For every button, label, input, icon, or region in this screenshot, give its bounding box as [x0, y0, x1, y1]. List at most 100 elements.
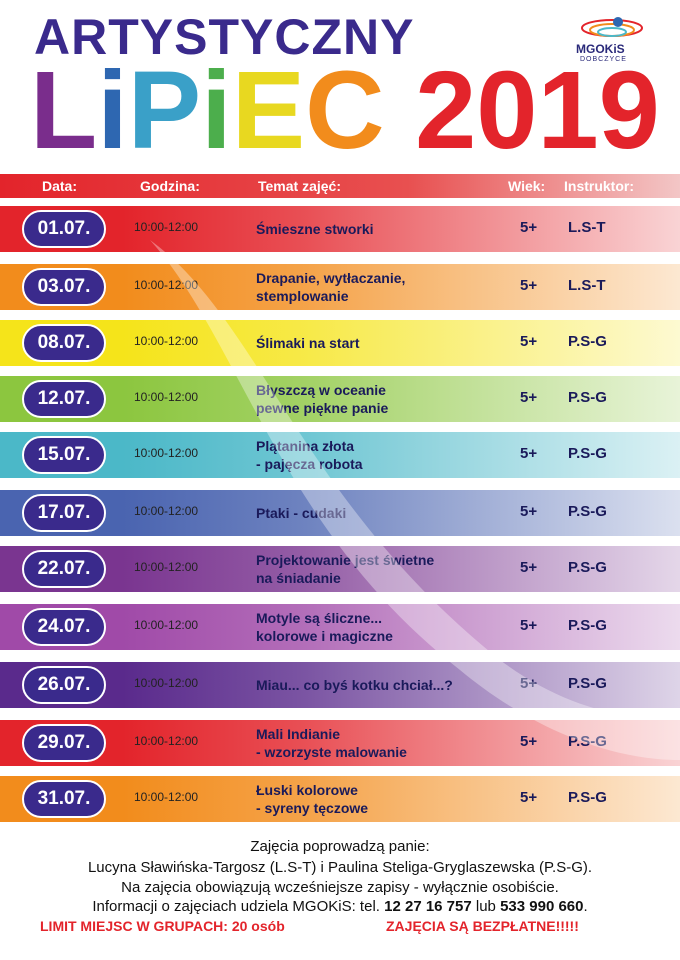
row-topic: Ptaki - cudaki	[256, 490, 346, 536]
footer-line4: Informacji o zajęciach udziela MGOKiS: t…	[0, 898, 680, 915]
logo-name: MGOKiS	[576, 42, 625, 56]
row-time: 10:00-12:00	[134, 278, 199, 292]
row-color-band	[0, 604, 680, 650]
header-instructor: Instruktor:	[564, 178, 634, 194]
row-topic-line: na śniadanie	[256, 570, 341, 586]
phone-number-2: 533 990 660	[500, 898, 584, 915]
row-time: 10:00-12:00	[134, 734, 199, 748]
logo-subtitle: DOBCZYCE	[580, 56, 627, 63]
row-topic-line: stemplowanie	[256, 288, 349, 304]
row-date: 29.07.	[22, 724, 106, 762]
row-date: 22.07.	[22, 550, 106, 588]
row-topic: Plątanina złota - pajęcza robota	[256, 432, 363, 478]
footer-line1: Zajęcia poprowadzą panie:	[250, 838, 430, 855]
row-topic-line: Ptaki - cudaki	[256, 505, 347, 521]
row-instructor: P.S-G	[568, 789, 607, 806]
row-date: 26.07.	[22, 666, 106, 704]
row-topic-line: Mali Indianie	[256, 726, 341, 742]
row-topic-line: - wzorzyste malowanie	[256, 744, 407, 760]
title-line2: LiPiEC 2019	[30, 56, 660, 166]
row-age: 5+	[520, 789, 538, 806]
row-date: 03.07.	[22, 268, 106, 306]
row-topic: Miau... co byś kotku chciał...?	[256, 662, 453, 708]
row-age: 5+	[520, 445, 538, 462]
row-time: 10:00-12:00	[134, 676, 199, 690]
row-topic-line: Projektowanie jest świetne	[256, 552, 435, 568]
free-classes-notice: ZAJĘCIA SĄ BEZPŁATNE!!!!!	[386, 918, 579, 934]
row-topic-line: - pajęcza robota	[256, 456, 363, 472]
row-instructor: P.S-G	[568, 675, 607, 692]
row-date: 24.07.	[22, 608, 106, 646]
header-time: Godzina:	[140, 178, 200, 194]
mgokis-logo-icon	[581, 17, 643, 37]
row-instructor: L.S-T	[568, 277, 606, 294]
row-instructor: P.S-G	[568, 333, 607, 350]
table-row: 29.07. 10:00-12:00 Mali Indianie - wzorzyst…	[0, 720, 680, 766]
row-color-band	[0, 720, 680, 766]
row-time: 10:00-12:00	[134, 560, 199, 574]
row-topic-line: - syreny tęczowe	[256, 800, 369, 816]
row-instructor: L.S-T	[568, 219, 606, 236]
row-instructor: P.S-G	[568, 389, 607, 406]
row-topic-line: Łuski kolorowe	[256, 782, 358, 798]
title-letter: i	[97, 49, 128, 172]
row-color-band	[0, 490, 680, 536]
row-topic: Ślimaki na start	[256, 320, 360, 366]
table-row: 31.07. 10:00-12:00 Łuski kolorowe - syreny …	[0, 776, 680, 822]
header-date: Data:	[42, 178, 78, 194]
row-date: 12.07.	[22, 380, 106, 418]
row-age: 5+	[520, 733, 538, 750]
row-age: 5+	[520, 333, 538, 350]
title-colored-letters: LiPiEC	[30, 56, 385, 166]
table-row: 15.07. 10:00-12:00 Plątanina złota - pajęcz…	[0, 432, 680, 478]
table-header-bar	[0, 174, 680, 198]
row-age: 5+	[520, 559, 538, 576]
row-instructor: P.S-G	[568, 733, 607, 750]
title-line1: ARTYSTYCZNY	[34, 9, 415, 65]
row-topic: Mali Indianie - wzorzyste malowanie	[256, 720, 407, 766]
footer-info-prefix: Informacji o zajęciach udziela MGOKiS: t…	[92, 898, 385, 915]
row-topic: Śmieszne stworki	[256, 206, 374, 252]
footer-info-suffix: .	[583, 898, 588, 915]
table-row: 08.07. 10:00-12:00 Ślimaki na start 5+ P.S-G	[0, 320, 680, 366]
row-topic-line: Ślimaki na start	[256, 335, 360, 351]
row-topic-line: Motyle są śliczne...	[256, 610, 383, 626]
row-instructor: P.S-G	[568, 559, 607, 576]
row-age: 5+	[520, 277, 538, 294]
table-row: 12.07. 10:00-12:00 Błyszczą w oceanie pewne…	[0, 376, 680, 422]
table-row: 22.07. 10:00-12:00 Projektowanie jest świe…	[0, 546, 680, 592]
table-row: 24.07. 10:00-12:00 Motyle są śliczne... kol…	[0, 604, 680, 650]
row-topic: Łuski kolorowe - syreny tęczowe	[256, 776, 368, 822]
table-row: 01.07. 10:00-12:00 Śmieszne stworki 5+ L.S-T	[0, 206, 680, 252]
row-instructor: P.S-G	[568, 617, 607, 634]
row-color-band	[0, 662, 680, 708]
row-time: 10:00-12:00	[134, 504, 199, 518]
row-date: 17.07.	[22, 494, 106, 532]
row-instructor: P.S-G	[568, 445, 607, 462]
row-color-band	[0, 432, 680, 478]
row-topic-line: kolorowe i magiczne	[256, 628, 393, 644]
row-color-band	[0, 776, 680, 822]
group-limit-notice: LIMIT MIEJSC W GRUPACH: 20 osób	[40, 918, 285, 934]
row-color-band	[0, 546, 680, 592]
row-topic-line: pewne piękne panie	[256, 400, 389, 416]
title-letter: C	[305, 49, 385, 172]
title-year: 2019	[415, 49, 660, 172]
footer-info-mid: lub	[471, 898, 501, 915]
row-time: 10:00-12:00	[134, 334, 199, 348]
footer-line3: Na zajęcia obowiązują wcześniejsze zapis…	[121, 879, 559, 896]
row-topic: Projektowanie jest świetne na śniadanie	[256, 546, 434, 592]
phone-number-1: 12 27 16 757	[384, 898, 472, 915]
row-topic: Motyle są śliczne... kolorowe i magiczne	[256, 604, 393, 650]
row-topic-line: Plątanina złota	[256, 438, 355, 454]
row-instructor: P.S-G	[568, 503, 607, 520]
row-time: 10:00-12:00	[134, 446, 199, 460]
header-topic: Temat zajęć:	[258, 178, 341, 194]
row-topic-line: Miau... co byś kotku chciał...?	[256, 677, 453, 693]
title-space	[385, 56, 416, 166]
title-letter: P	[127, 49, 202, 172]
row-time: 10:00-12:00	[134, 390, 199, 404]
header-age: Wiek:	[508, 178, 546, 194]
row-topic: Błyszczą w oceanie pewne piękne panie	[256, 376, 388, 422]
table-row: 26.07. 10:00-12:00 Miau... co byś kotku ch…	[0, 662, 680, 708]
